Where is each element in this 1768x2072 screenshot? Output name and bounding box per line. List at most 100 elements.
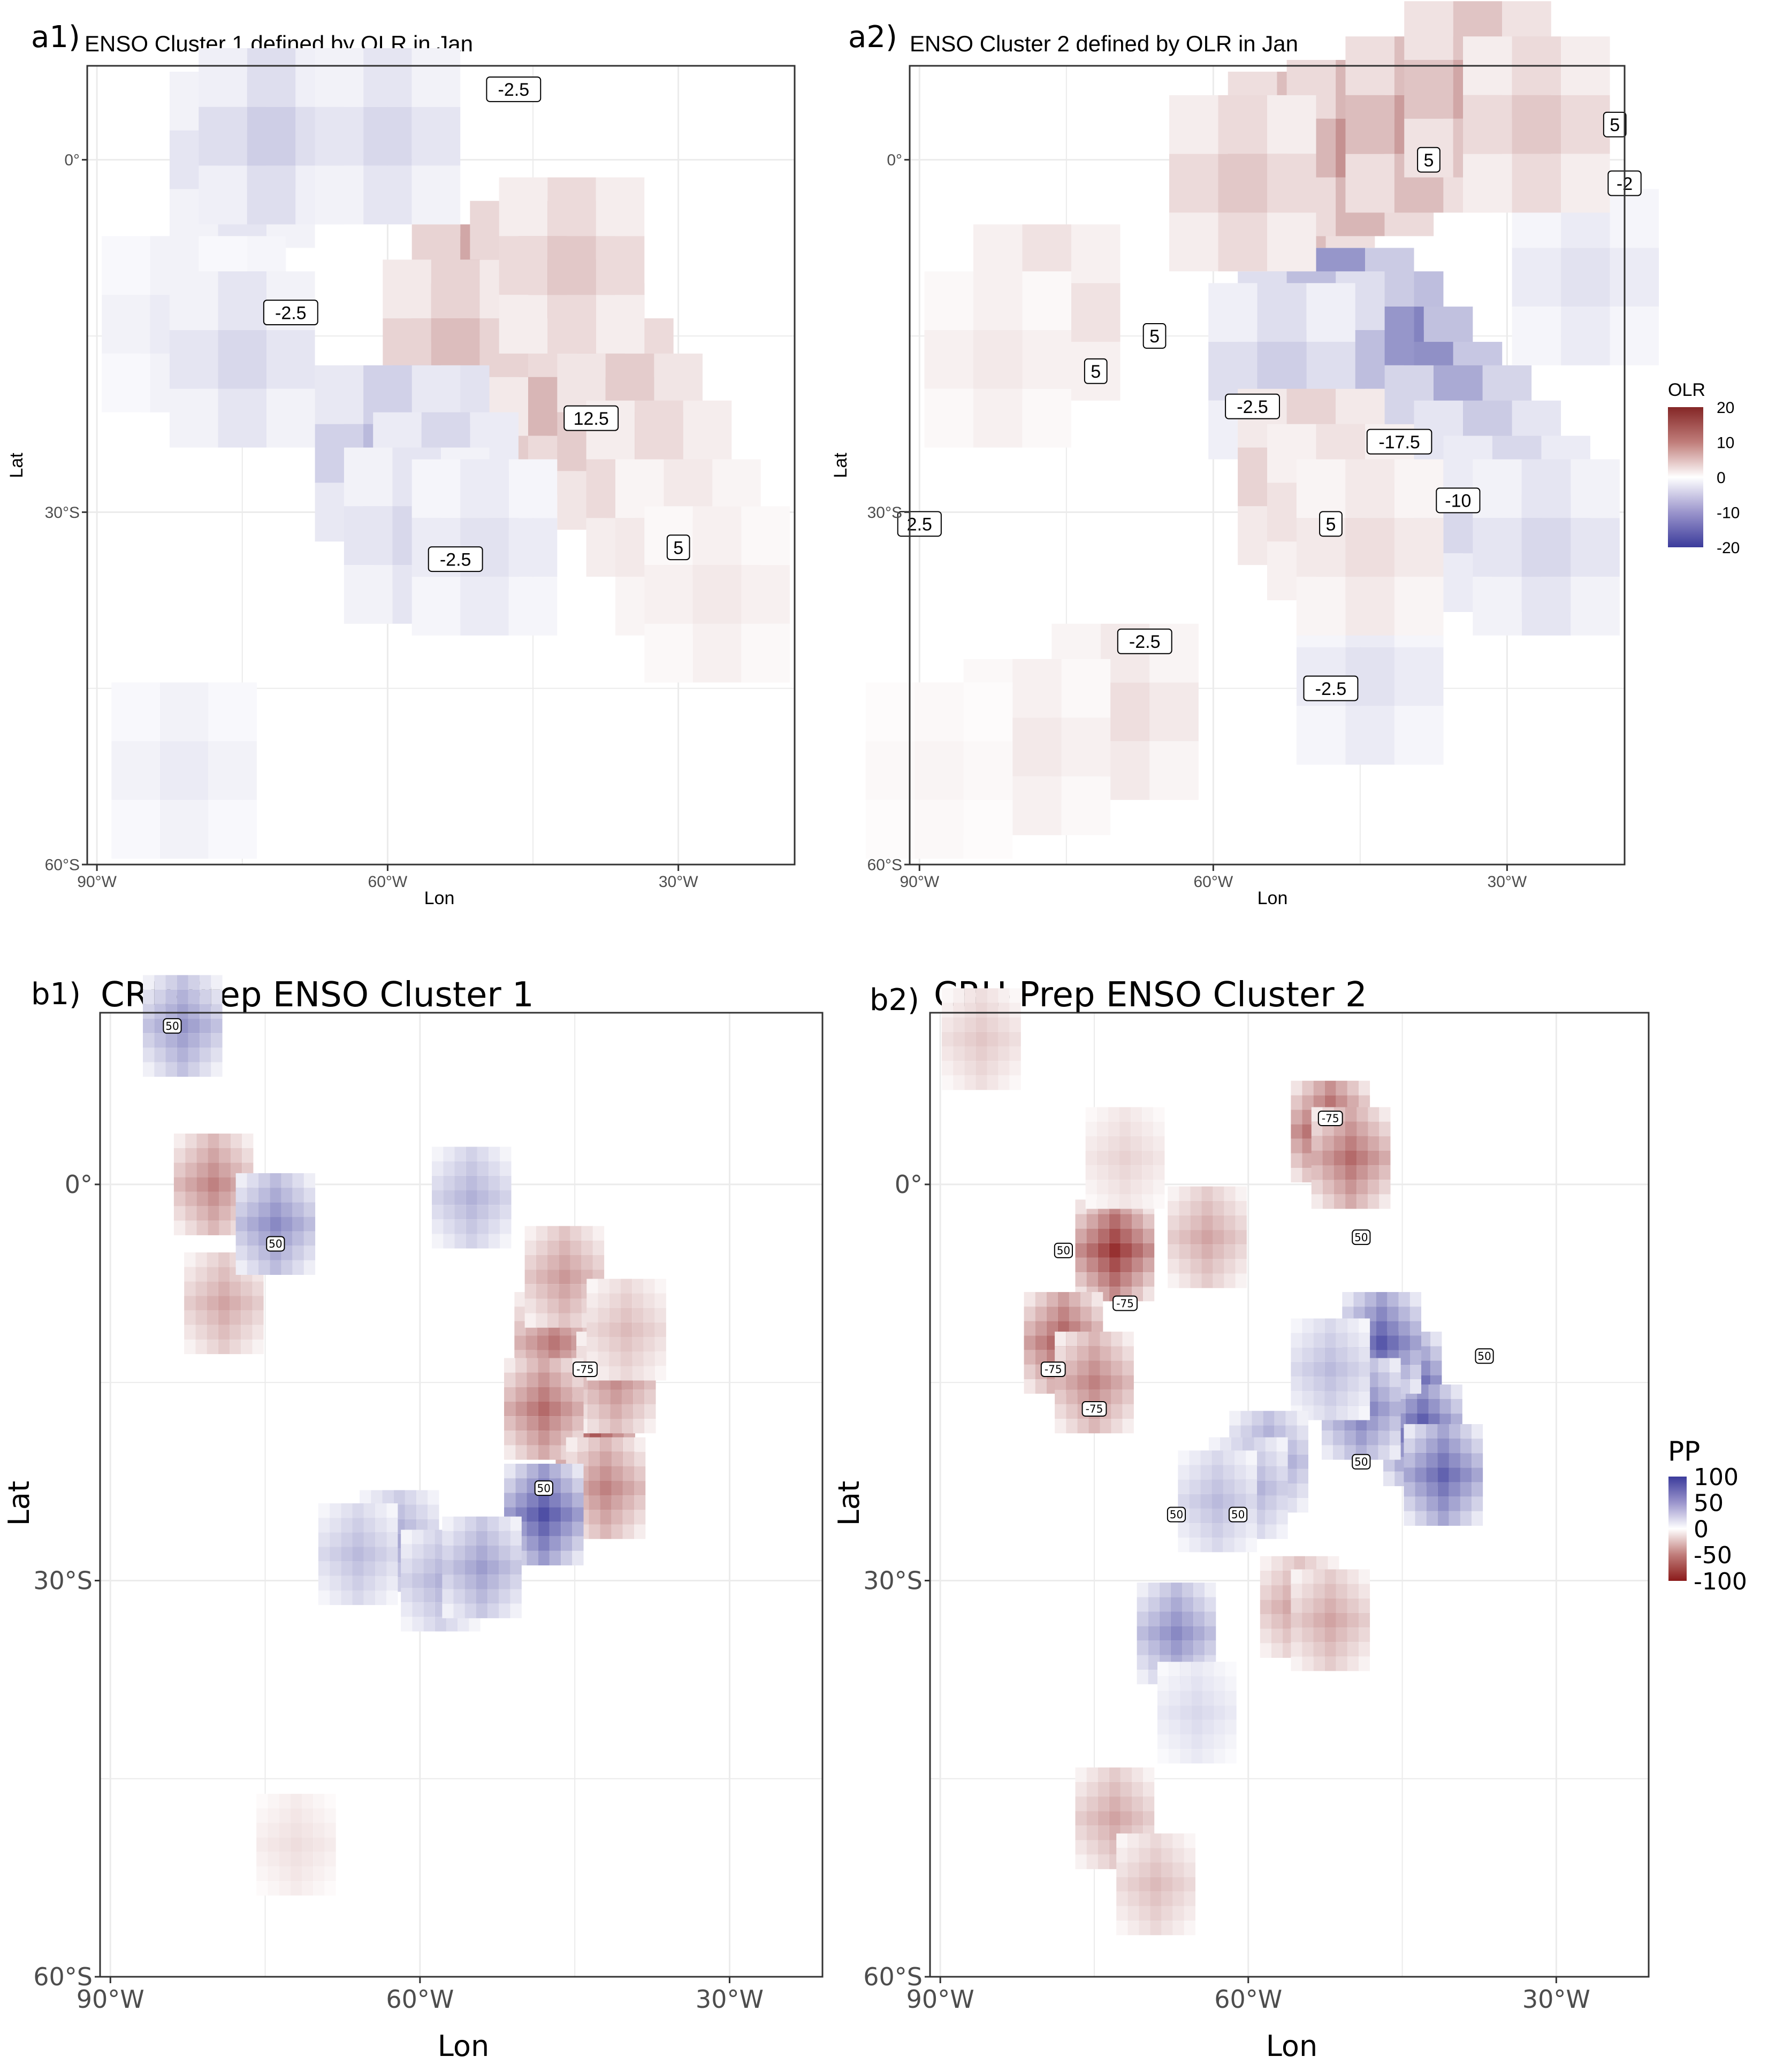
contour-label: -75 — [1086, 1403, 1103, 1416]
heatmap-cell — [1291, 1138, 1302, 1153]
heatmap-cell — [514, 1306, 526, 1321]
heatmap-cell — [1071, 283, 1121, 342]
heatmap-cell — [1368, 1107, 1380, 1122]
heatmap-cell — [1347, 1081, 1359, 1096]
heatmap-cell — [196, 1220, 208, 1235]
heatmap-cell — [487, 1531, 499, 1546]
heatmap-cell — [589, 1437, 600, 1452]
heatmap-cell — [576, 1332, 588, 1347]
heatmap-cell — [1075, 1228, 1087, 1243]
heatmap-cell — [195, 1339, 207, 1355]
heatmap-cell — [1521, 518, 1571, 577]
heatmap-cell — [635, 400, 683, 460]
heatmap-cell — [230, 1133, 242, 1149]
heatmap-cell — [1347, 1612, 1359, 1628]
heatmap-cell — [200, 975, 211, 990]
contour-label: 50 — [1057, 1244, 1070, 1257]
heatmap-cell — [489, 1219, 500, 1234]
heatmap-cell — [620, 1351, 632, 1366]
heatmap-cell — [1170, 1582, 1183, 1597]
heatmap-cell — [1302, 1612, 1314, 1628]
heatmap-cell — [549, 1445, 561, 1460]
heatmap-cell — [643, 1308, 655, 1322]
heatmap-cell — [1184, 1848, 1195, 1863]
heatmap-cell — [1225, 1749, 1237, 1764]
heatmap-cell — [1302, 1377, 1314, 1391]
heatmap-cell — [184, 1281, 196, 1296]
heatmap-cell — [1426, 1496, 1438, 1511]
heatmap-cell — [1075, 1767, 1087, 1782]
heatmap-cell — [1359, 1377, 1370, 1391]
heatmap-cell — [256, 1823, 268, 1838]
heatmap-cell — [1161, 1862, 1173, 1877]
heatmap-cell — [632, 1308, 644, 1322]
heatmap-cell — [632, 1337, 644, 1352]
heatmap-cell — [1357, 1180, 1368, 1195]
heatmap-cell — [510, 1560, 522, 1575]
heatmap-cell — [1157, 1719, 1169, 1735]
heatmap-cell — [1463, 154, 1512, 213]
heatmap-cell — [330, 1503, 341, 1518]
heatmap-cell — [1169, 1705, 1180, 1720]
heatmap-cell — [1200, 1450, 1212, 1465]
heatmap-cell — [538, 1431, 550, 1446]
heatmap-cell — [1190, 1201, 1202, 1215]
heatmap-cell — [247, 165, 296, 225]
heatmap-cell — [1359, 1405, 1370, 1420]
plot-frame — [99, 1012, 824, 1978]
heatmap-cell — [211, 989, 223, 1004]
heatmap-cell — [499, 1546, 510, 1561]
heatmap-cell — [1085, 1150, 1097, 1166]
heatmap-cell — [1213, 1259, 1224, 1274]
heatmap-cell — [1345, 154, 1394, 213]
contour-label: 2.5 — [907, 515, 932, 535]
heatmap-cell — [581, 1240, 593, 1255]
heatmap-cell — [1108, 1165, 1119, 1180]
heatmap-cell — [1024, 1335, 1035, 1350]
heatmap-cell — [1201, 1259, 1213, 1274]
heatmap-cell — [443, 1190, 455, 1205]
panel-tag: b2) — [870, 983, 919, 1018]
heatmap-cell — [610, 1389, 622, 1404]
heatmap-cell — [1169, 1749, 1180, 1764]
heatmap-cell — [1229, 1425, 1241, 1440]
heatmap-cell — [504, 1401, 516, 1417]
heatmap-cell — [504, 1358, 516, 1373]
heatmap-cell — [363, 106, 412, 166]
heatmap-cell — [1389, 1445, 1401, 1460]
heatmap-cell — [173, 1133, 186, 1149]
heatmap-cell — [1367, 1431, 1378, 1446]
heatmap-cell — [1345, 95, 1394, 154]
heatmap-cell — [1120, 1811, 1132, 1826]
heatmap-cell — [536, 1226, 548, 1241]
heatmap-cell — [499, 1589, 510, 1604]
heatmap-cell — [1389, 1431, 1401, 1446]
heatmap-cell — [1213, 1201, 1224, 1215]
y-axis-label: Lat — [2, 1481, 36, 1526]
heatmap-cell — [1345, 1180, 1357, 1195]
heatmap-cell — [1224, 1186, 1236, 1201]
heatmap-cell — [208, 682, 257, 741]
heatmap-cell — [477, 1234, 489, 1249]
heatmap-cell — [1184, 1891, 1195, 1906]
heatmap-cell — [510, 1603, 522, 1618]
heatmap-cell — [1271, 1600, 1283, 1615]
heatmap-cell — [1311, 1194, 1323, 1209]
heatmap-cell — [1345, 1121, 1357, 1136]
heatmap-cell — [184, 1339, 196, 1355]
heatmap-cell — [600, 1481, 612, 1496]
heatmap-cell — [1225, 1691, 1237, 1706]
heatmap-cell — [1449, 1439, 1460, 1454]
heatmap-cell — [1098, 1228, 1109, 1243]
heatmap-cell — [290, 1866, 302, 1882]
heatmap-cell — [1075, 1214, 1087, 1229]
heatmap-cell — [1353, 1306, 1365, 1321]
heatmap-cell — [1148, 1670, 1160, 1685]
heatmap-cell — [1022, 388, 1071, 448]
heatmap-cell — [1131, 1811, 1144, 1826]
heatmap-cell — [508, 459, 558, 518]
heatmap-cell — [1075, 1199, 1087, 1214]
heatmap-cell — [600, 1451, 612, 1466]
heatmap-cell — [1180, 1676, 1192, 1691]
